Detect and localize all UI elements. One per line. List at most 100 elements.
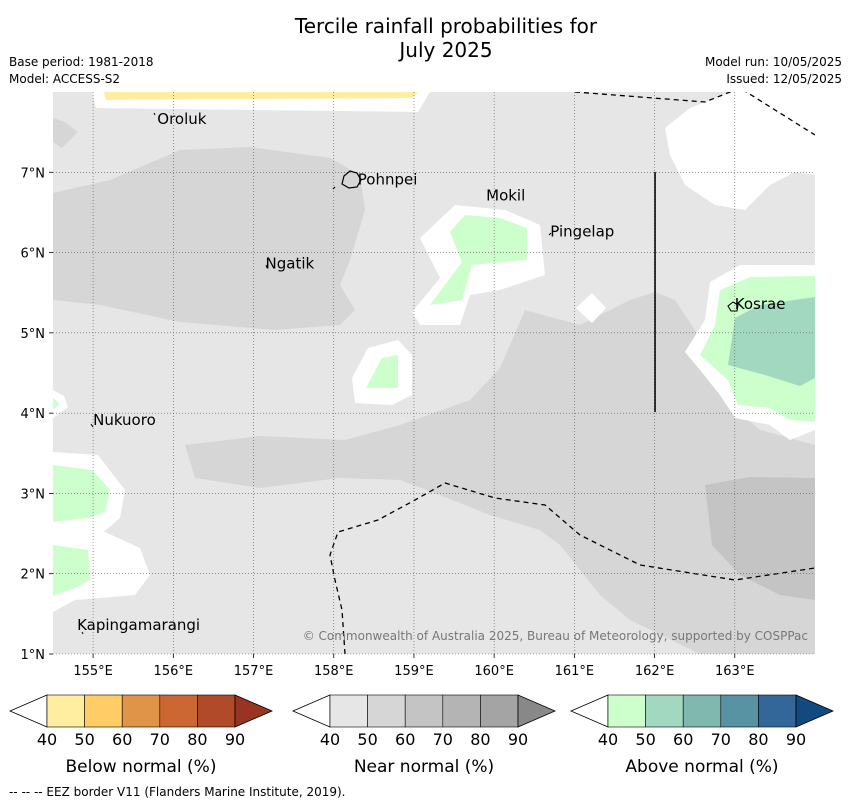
below-normal-north-strip bbox=[104, 92, 418, 100]
kosrae-outline bbox=[727, 301, 739, 312]
lat-tick-label: 7°N bbox=[21, 166, 46, 181]
lat-tick-label: 5°N bbox=[21, 327, 46, 342]
colorbar-tick: 80 bbox=[748, 730, 768, 749]
colorbar-high-arrow bbox=[517, 694, 557, 728]
colorbar-swatch bbox=[758, 694, 797, 728]
colorbar-high-arrow bbox=[795, 694, 835, 728]
chart-title: Tercile rainfall probabilities for July … bbox=[0, 14, 850, 62]
lon-tick-label: 158°E bbox=[314, 664, 354, 679]
colorbar-tick: 50 bbox=[357, 730, 377, 749]
colorbar-label: Below normal (%) bbox=[66, 757, 217, 777]
island-outlines bbox=[81, 112, 739, 635]
colorbar-swatch bbox=[682, 694, 722, 728]
colorbar-tick: 50 bbox=[74, 730, 94, 749]
colorbar-low-arrow bbox=[291, 694, 331, 728]
colorbar-tick: 90 bbox=[786, 730, 806, 749]
lon-tick-label: 161°E bbox=[555, 664, 595, 679]
lon-tick-label: 162°E bbox=[635, 664, 675, 679]
title-line1: Tercile rainfall probabilities for bbox=[294, 14, 598, 38]
lon-tick-label: 159°E bbox=[394, 664, 434, 679]
place-label-kosrae: Kosrae bbox=[735, 295, 786, 313]
colorbar-tick: 70 bbox=[150, 730, 170, 749]
lat-tick-label: 6°N bbox=[21, 247, 46, 262]
colorbar-tick: 60 bbox=[112, 730, 132, 749]
white-northeast bbox=[665, 92, 815, 210]
colorbar-tick: 40 bbox=[37, 730, 57, 749]
near-normal-60-southeast bbox=[705, 477, 815, 600]
place-label-nukuoro: Nukuoro bbox=[93, 411, 156, 429]
colorbar-tick: 70 bbox=[711, 730, 731, 749]
colorbar-swatch bbox=[442, 694, 481, 728]
pohnpei-outline bbox=[341, 170, 362, 189]
above-normal-60-kosrae bbox=[728, 297, 815, 386]
eez-footnote: -- -- -- EEZ border V11 (Flanders Marine… bbox=[9, 785, 346, 799]
lon-tick-label: 160°E bbox=[474, 664, 514, 679]
kapinga-dot bbox=[81, 631, 84, 635]
lat-tick-label: 2°N bbox=[21, 568, 46, 583]
colorbar-tick: 70 bbox=[433, 730, 453, 749]
ngatik-dot bbox=[265, 264, 268, 269]
lat-tick-label: 4°N bbox=[21, 407, 46, 422]
place-label-pohnpei: Pohnpei bbox=[358, 170, 418, 188]
eez-border-north bbox=[574, 92, 815, 136]
colorbar-tick: 40 bbox=[320, 730, 340, 749]
colorbar-tick: 50 bbox=[635, 730, 655, 749]
colorbar-low-arrow bbox=[8, 694, 48, 728]
title-line2: July 2025 bbox=[399, 38, 493, 62]
meta-left: Base period: 1981-2018 Model: ACCESS-S2 bbox=[9, 54, 154, 88]
place-label-oroluk: Oroluk bbox=[157, 110, 206, 128]
issued-date: Issued: 12/05/2025 bbox=[726, 72, 842, 86]
nukuoro-dot bbox=[90, 423, 94, 428]
white-west-spot bbox=[53, 390, 68, 418]
colorbar-2: 40 50 60 70 80 90 Above normal (%) bbox=[569, 694, 835, 777]
grid-lines bbox=[53, 92, 815, 655]
colorbar-swatch bbox=[720, 694, 759, 728]
colorbar-tick: 80 bbox=[470, 730, 490, 749]
colorbar-swatch bbox=[121, 694, 161, 728]
lon-tick-label: 163°E bbox=[715, 664, 755, 679]
colorbar-swatch bbox=[367, 694, 406, 728]
colorbar-1: 40 50 60 70 80 90 Near normal (%) bbox=[291, 694, 557, 777]
eez-border-south bbox=[329, 482, 815, 654]
above-normal-west-spot bbox=[53, 398, 60, 410]
colorbar-label: Near normal (%) bbox=[354, 757, 494, 777]
probability-field bbox=[53, 92, 815, 654]
place-label-pingelap: Pingelap bbox=[550, 223, 614, 241]
meta-right: Model run: 10/05/2025 Issued: 12/05/2025 bbox=[705, 54, 842, 88]
colorbar-high-arrow bbox=[234, 694, 274, 728]
colorbars: 40 50 60 70 80 90 Below normal (%) 40 50 60 70 80 90… bbox=[8, 694, 835, 777]
near-normal-40-inlet bbox=[400, 555, 558, 654]
lon-tick-label: 155°E bbox=[73, 664, 113, 679]
near-normal-50-south bbox=[185, 292, 815, 654]
colorbar-swatch bbox=[480, 694, 519, 728]
colorbar-0: 40 50 60 70 80 90 Below normal (%) bbox=[8, 694, 274, 777]
colorbar-tick: 80 bbox=[187, 730, 207, 749]
pohnpei-islet bbox=[332, 186, 336, 190]
above-normal-central bbox=[366, 355, 398, 388]
lon-tick-label: 156°E bbox=[154, 664, 194, 679]
colorbar-tick: 90 bbox=[225, 730, 245, 749]
colorbar-swatch bbox=[329, 694, 368, 728]
model-name: Model: ACCESS-S2 bbox=[9, 72, 121, 86]
colorbar-swatch bbox=[645, 694, 684, 728]
place-labels: Oroluk Pohnpei Mokil Pingelap Ngatik Kosrae Nu… bbox=[77, 110, 785, 634]
model-run: Model run: 10/05/2025 bbox=[704, 55, 842, 69]
lon-tick-label: 157°E bbox=[234, 664, 274, 679]
colorbar-swatch bbox=[84, 694, 123, 728]
colorbar-swatch bbox=[46, 694, 85, 728]
colorbar-swatch bbox=[197, 694, 236, 728]
base-period: Base period: 1981-2018 bbox=[9, 55, 154, 69]
colorbar-low-arrow bbox=[569, 694, 609, 728]
colorbar-swatch bbox=[404, 694, 444, 728]
lat-tick-label: 1°N bbox=[21, 648, 46, 663]
colorbar-tick: 90 bbox=[508, 730, 528, 749]
colorbar-tick: 60 bbox=[395, 730, 415, 749]
above-normal-southwest bbox=[53, 545, 90, 596]
axis-ticks: 155°E 156°E 157°E 158°E 159°E 160°E 161°E 162°E… bbox=[21, 166, 755, 679]
colorbar-tick: 40 bbox=[598, 730, 618, 749]
place-label-ngatik: Ngatik bbox=[266, 255, 315, 273]
place-label-kapingamarangi: Kapingamarangi bbox=[77, 616, 200, 634]
copyright-notice: © Commonwealth of Australia 2025, Bureau… bbox=[303, 629, 808, 643]
lat-tick-label: 3°N bbox=[21, 487, 46, 502]
above-normal-west bbox=[53, 465, 110, 522]
